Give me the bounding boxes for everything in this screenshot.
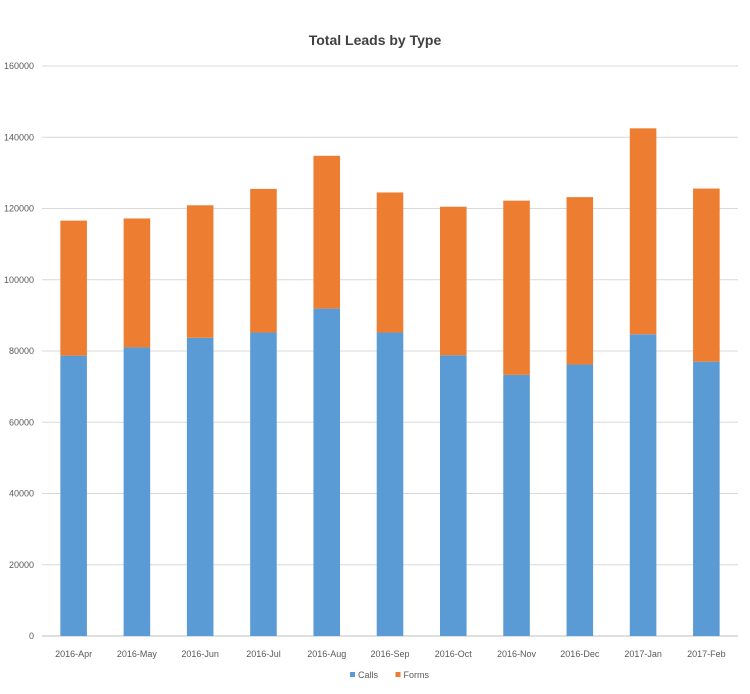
x-tick-label: 2016-Jul: [246, 649, 281, 659]
y-axis-ticks: 0 20000 40000 60000 80000 100000 120000 140000 1…: [4, 61, 34, 641]
legend-swatch-forms: [395, 672, 401, 677]
bar-forms-2017-feb: [693, 188, 720, 362]
x-tick-label: 2016-May: [117, 649, 158, 659]
legend-label-calls: Calls: [358, 670, 379, 680]
bar-calls-2016-apr: [60, 355, 87, 636]
bar-calls-2016-jun: [186, 337, 214, 636]
bar-forms-2016-dec: [566, 197, 594, 365]
y-tick-label: 40000: [9, 489, 34, 499]
x-tick-label: 2016-Sep: [370, 649, 409, 659]
x-tick-label: 2016-Oct: [435, 649, 473, 659]
x-tick-label: 2016-Jun: [181, 649, 219, 659]
bar-calls-2016-may: [123, 347, 151, 636]
bar-calls-2016-sep: [376, 332, 404, 636]
y-tick-label: 0: [29, 631, 34, 641]
x-axis-ticks: 2016-Apr 2016-May 2016-Jun 2016-Jul 2016-Aug…: [55, 649, 726, 659]
x-tick-label: 2016-Apr: [55, 649, 92, 659]
bar-forms-2016-jun: [186, 205, 214, 338]
y-tick-label: 120000: [4, 204, 34, 214]
x-tick-label: 2017-Jan: [624, 649, 662, 659]
y-tick-label: 80000: [9, 346, 34, 356]
bar-calls-2017-jan: [629, 334, 657, 636]
y-tick-label: 140000: [4, 132, 34, 142]
bar-forms-2016-sep: [376, 192, 404, 333]
y-tick-label: 60000: [9, 417, 34, 427]
bars: [60, 128, 720, 636]
bar-forms-2016-aug: [313, 155, 341, 309]
bar-forms-2016-nov: [503, 200, 530, 375]
chart-title: Total Leads by Type: [309, 32, 442, 48]
bar-calls-2016-jul: [250, 332, 277, 636]
bar-calls-2016-dec: [566, 364, 594, 636]
bar-calls-2016-nov: [503, 374, 530, 636]
x-tick-label: 2016-Aug: [307, 649, 346, 659]
bar-forms-2016-may: [123, 218, 151, 348]
legend-label-forms: Forms: [404, 670, 430, 680]
bar-forms-2016-jul: [250, 188, 277, 333]
y-tick-label: 20000: [9, 560, 34, 570]
x-tick-label: 2016-Nov: [497, 649, 537, 659]
y-tick-label: 160000: [4, 61, 34, 71]
legend-swatch-calls: [350, 672, 355, 677]
legend: Calls Forms: [350, 670, 429, 680]
bar-forms-2017-jan: [629, 128, 657, 335]
x-tick-label: 2016-Dec: [560, 649, 600, 659]
bar-calls-2016-oct: [439, 355, 467, 636]
bar-calls-2017-feb: [693, 361, 720, 636]
bar-calls-2016-aug: [313, 308, 341, 636]
y-tick-label: 100000: [4, 275, 34, 285]
bar-forms-2016-oct: [439, 206, 467, 356]
x-tick-label: 2017-Feb: [687, 649, 726, 659]
bar-forms-2016-apr: [60, 220, 87, 356]
